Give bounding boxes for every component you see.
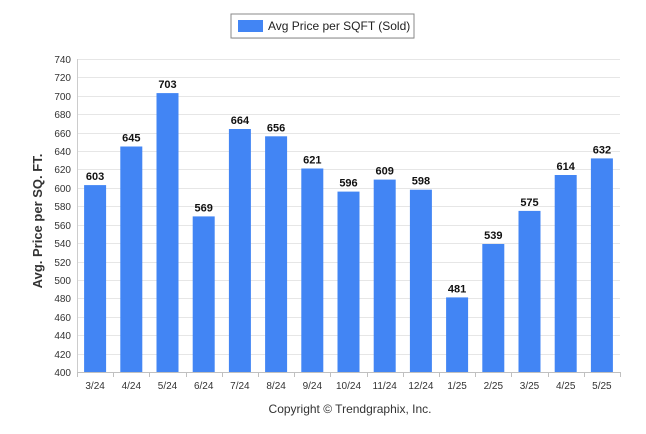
bar[interactable] bbox=[482, 244, 505, 372]
bar[interactable] bbox=[337, 191, 360, 372]
legend-swatch bbox=[238, 20, 263, 32]
x-tick-label: 12/24 bbox=[408, 381, 433, 392]
bar[interactable] bbox=[192, 216, 215, 372]
data-label: 569 bbox=[195, 202, 213, 214]
x-tick-label: 3/25 bbox=[520, 381, 540, 392]
data-label: 596 bbox=[339, 178, 357, 190]
data-label: 481 bbox=[448, 283, 466, 295]
x-tick-label: 11/24 bbox=[373, 381, 398, 392]
x-tick-label: 5/24 bbox=[158, 381, 178, 392]
x-tick-label: 9/24 bbox=[303, 381, 323, 392]
x-tick-label: 5/25 bbox=[592, 381, 612, 392]
bar[interactable] bbox=[409, 189, 432, 372]
data-labels: 603 645 703 569 664 656 621 596 609 598 481 539 575 6… bbox=[86, 79, 611, 295]
y-tick-label: 460 bbox=[54, 313, 71, 324]
bar[interactable] bbox=[156, 93, 179, 372]
data-label: 656 bbox=[267, 122, 285, 134]
y-tick-label: 700 bbox=[54, 92, 71, 103]
y-tick-label: 500 bbox=[54, 276, 71, 287]
x-tick-label: 1/25 bbox=[447, 381, 467, 392]
data-label: 609 bbox=[376, 166, 394, 178]
bar[interactable] bbox=[228, 129, 251, 372]
bars bbox=[84, 93, 613, 372]
y-axis: 400 420 440 460 480 500 520 540 560 580 600 620 640 6… bbox=[54, 55, 78, 379]
x-tick-label: 8/24 bbox=[266, 381, 286, 392]
y-tick-label: 400 bbox=[54, 368, 71, 379]
y-tick-label: 580 bbox=[54, 202, 71, 213]
x-tick-label: 4/25 bbox=[556, 381, 576, 392]
legend-label: Avg Price per SQFT (Sold) bbox=[268, 19, 410, 33]
bar[interactable] bbox=[120, 146, 143, 373]
y-tick-label: 660 bbox=[54, 129, 71, 140]
x-tick-label: 7/24 bbox=[230, 381, 250, 392]
data-label: 603 bbox=[86, 171, 104, 183]
x-tick-label: 6/24 bbox=[194, 381, 214, 392]
bar[interactable] bbox=[84, 185, 107, 372]
data-label: 664 bbox=[231, 115, 250, 127]
y-tick-label: 680 bbox=[54, 110, 71, 121]
y-tick-label: 520 bbox=[54, 258, 71, 269]
legend[interactable]: Avg Price per SQFT (Sold) bbox=[230, 13, 415, 39]
y-tick-label: 620 bbox=[54, 165, 71, 176]
data-label: 703 bbox=[158, 79, 176, 91]
y-tick-label: 600 bbox=[54, 184, 71, 195]
y-tick-label: 560 bbox=[54, 221, 71, 232]
data-label: 621 bbox=[303, 155, 321, 167]
y-tick-label: 740 bbox=[54, 55, 71, 66]
data-label: 632 bbox=[593, 144, 611, 156]
data-label: 598 bbox=[412, 176, 430, 188]
copyright-text: Copyright © Trendgraphix, Inc. bbox=[269, 402, 432, 416]
bar[interactable] bbox=[373, 179, 396, 372]
y-axis-title: Avg. Price per SQ. FT. bbox=[30, 154, 45, 289]
data-label: 645 bbox=[122, 133, 140, 145]
bar[interactable] bbox=[446, 297, 469, 372]
x-axis: 3/24 4/24 5/24 6/24 7/24 8/24 9/24 10/24 11/24 12… bbox=[77, 372, 621, 392]
bar[interactable] bbox=[554, 175, 577, 372]
bar[interactable] bbox=[590, 158, 613, 372]
y-tick-label: 540 bbox=[54, 239, 71, 250]
data-label: 575 bbox=[520, 197, 538, 209]
bar[interactable] bbox=[518, 210, 541, 372]
y-tick-label: 720 bbox=[54, 73, 71, 84]
data-label: 614 bbox=[557, 161, 576, 173]
x-tick-label: 10/24 bbox=[336, 381, 361, 392]
x-tick-label: 2/25 bbox=[484, 381, 504, 392]
data-label: 539 bbox=[484, 230, 502, 242]
x-tick-label: 3/24 bbox=[85, 381, 105, 392]
y-tick-label: 440 bbox=[54, 331, 71, 342]
y-tick-label: 640 bbox=[54, 147, 71, 158]
y-tick-label: 420 bbox=[54, 350, 71, 361]
x-tick-label: 4/24 bbox=[122, 381, 142, 392]
bar[interactable] bbox=[301, 168, 324, 373]
bar[interactable] bbox=[265, 136, 288, 372]
y-tick-label: 480 bbox=[54, 294, 71, 305]
